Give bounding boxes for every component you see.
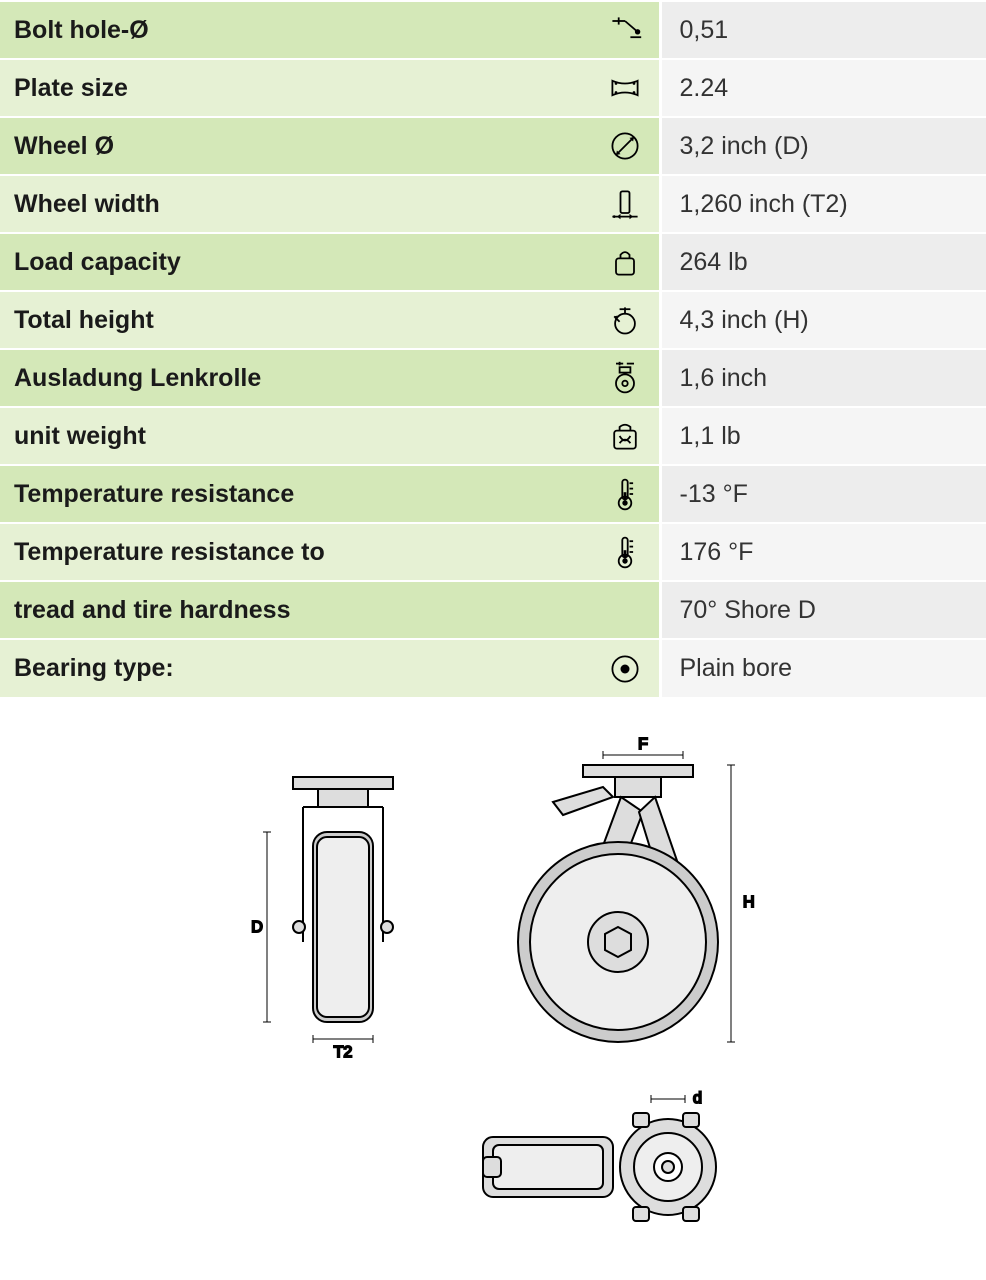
spec-label-cell: Bearing type: [0, 639, 660, 697]
spec-row: Wheel Ø 3,2 inch (D) [0, 117, 986, 175]
spec-row: Ausladung Lenkrolle 1,6 inch [0, 349, 986, 407]
spec-value: 0,51 [660, 1, 986, 59]
plate-icon [605, 68, 645, 108]
thermometer-icon [605, 474, 645, 514]
dim-label-T2: T2 [334, 1044, 353, 1061]
bearing-icon [605, 649, 645, 689]
spec-label: Wheel Ø [14, 132, 114, 160]
wheel-width-icon [605, 184, 645, 224]
spec-label-cell: Temperature resistance [0, 465, 660, 523]
spec-label-cell: Temperature resistance to [0, 523, 660, 581]
spec-label: Wheel width [14, 190, 160, 218]
spec-value: 1,260 inch (T2) [660, 175, 986, 233]
caster-drawing: D T2 F [213, 737, 773, 1257]
dim-label-H: H [743, 894, 755, 911]
spec-row: Total height 4,3 inch (H) [0, 291, 986, 349]
spec-label: Plate size [14, 74, 128, 102]
dim-label-D: D [251, 919, 263, 936]
total-height-icon [605, 300, 645, 340]
spec-value: 2.24 [660, 59, 986, 117]
spec-label-cell: Wheel Ø [0, 117, 660, 175]
spec-label-cell: Ausladung Lenkrolle [0, 349, 660, 407]
spec-value: 176 °F [660, 523, 986, 581]
spec-label-cell: unit weight [0, 407, 660, 465]
spec-value: Plain bore [660, 639, 986, 697]
spec-row: unit weight 1,1 lb [0, 407, 986, 465]
spec-row: Plate size 2.24 [0, 59, 986, 117]
spec-label: Temperature resistance [14, 480, 294, 508]
unit-weight-icon [605, 416, 645, 456]
spec-label: Bolt hole-Ø [14, 16, 149, 44]
spec-label: Bearing type: [14, 654, 174, 682]
spec-label: Load capacity [14, 248, 181, 276]
spec-row: Bolt hole-Ø 0,51 [0, 1, 986, 59]
spec-label-cell: Bolt hole-Ø [0, 1, 660, 59]
thermometer-icon [605, 532, 645, 572]
spec-value: 4,3 inch (H) [660, 291, 986, 349]
spec-row: tread and tire hardness 70° Shore D [0, 581, 986, 639]
spec-label-cell: Total height [0, 291, 660, 349]
spec-table: Bolt hole-Ø 0,51 Plate size 2.24 Wheel Ø 3,2 … [0, 0, 986, 697]
spec-label-cell: Plate size [0, 59, 660, 117]
spec-label: Temperature resistance to [14, 538, 325, 566]
spec-label: Ausladung Lenkrolle [14, 364, 261, 392]
load-icon [605, 242, 645, 282]
spec-value: 70° Shore D [660, 581, 986, 639]
spec-row: Wheel width 1,260 inch (T2) [0, 175, 986, 233]
spec-value: 1,1 lb [660, 407, 986, 465]
spec-label-cell: Load capacity [0, 233, 660, 291]
bolt-hole-icon [605, 10, 645, 50]
spec-value: 264 lb [660, 233, 986, 291]
spec-label: unit weight [14, 422, 146, 450]
dim-label-d: d [693, 1090, 702, 1107]
spec-label: Total height [14, 306, 154, 334]
spec-row: Temperature resistance to 176 °F [0, 523, 986, 581]
spec-row: Load capacity 264 lb [0, 233, 986, 291]
spec-value: -13 °F [660, 465, 986, 523]
spec-label-cell: Wheel width [0, 175, 660, 233]
spec-label-cell: tread and tire hardness [0, 581, 660, 639]
spec-label: tread and tire hardness [14, 596, 290, 624]
spec-table-body: Bolt hole-Ø 0,51 Plate size 2.24 Wheel Ø 3,2 … [0, 1, 986, 697]
spec-value: 1,6 inch [660, 349, 986, 407]
spec-row: Bearing type: Plain bore [0, 639, 986, 697]
technical-diagram: D T2 F [0, 737, 986, 1257]
dim-label-F: F [638, 737, 648, 753]
spec-value: 3,2 inch (D) [660, 117, 986, 175]
wheel-diameter-icon [605, 126, 645, 166]
spec-row: Temperature resistance -13 °F [0, 465, 986, 523]
offset-icon [605, 358, 645, 398]
